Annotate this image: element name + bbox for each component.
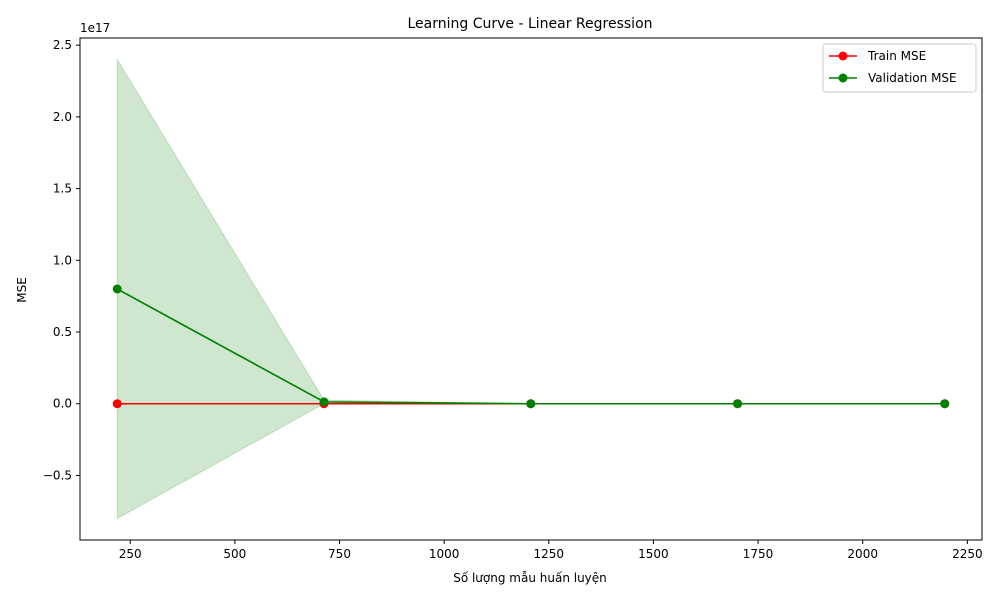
y-tick-label: 1.0 [53,253,72,267]
x-tick-label: 2250 [952,547,983,561]
legend-swatch-marker [838,51,848,61]
y-tick-label: 2.0 [53,110,72,124]
series-layer [112,284,950,409]
y-tick-label: 0.5 [53,325,72,339]
data-point-validation [526,399,536,409]
chart-title: Learning Curve - Linear Regression [407,16,652,32]
data-point-validation [940,399,950,409]
x-tick-label: 1500 [638,547,669,561]
plot-area-frame [79,37,983,541]
legend-label-validation: Validation MSE [868,71,957,85]
validation-std-band [116,57,945,520]
y-ticks: −0.5 0.0 0.5 1.0 1.5 2.0 2.5 [43,38,80,482]
data-point-validation [319,397,329,407]
data-point-validation [733,399,743,409]
y-tick-label: 1.5 [53,182,72,196]
legend-box [822,43,977,93]
x-tick-label: 1250 [534,547,565,561]
x-axis-label: Số lượng mẫu huấn luyện [453,571,607,585]
x-tick-label: 250 [119,547,142,561]
y-tick-label: 2.5 [53,38,72,52]
legend-label-train: Train MSE [867,49,926,63]
x-tick-label: 1000 [429,547,460,561]
y-offset-text: 1e17 [80,21,110,35]
data-point-validation [112,284,122,294]
y-axis-label: MSE [15,277,29,303]
legend-swatch-marker [838,73,848,83]
data-point-train [112,399,122,409]
x-ticks: 250 500 750 1000 1250 1500 1750 2000 2250 [119,540,983,561]
y-tick-label: −0.5 [43,468,72,482]
y-tick-label: 0.0 [53,397,72,411]
legend: Train MSE Validation MSE [822,43,977,93]
x-tick-label: 1750 [743,547,774,561]
x-tick-label: 500 [223,547,246,561]
validation-band-layer [116,57,945,520]
x-tick-label: 750 [328,547,351,561]
x-tick-label: 2000 [847,547,878,561]
